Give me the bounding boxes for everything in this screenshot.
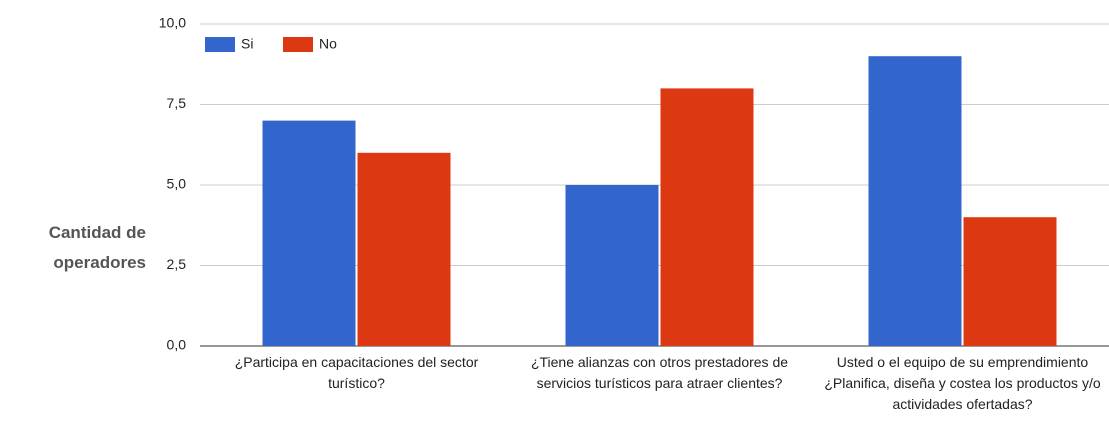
bar <box>868 56 962 346</box>
y-tick-label: 10,0 <box>159 15 186 31</box>
bar <box>565 185 659 346</box>
y-tick-label: 5,0 <box>167 176 187 192</box>
bar <box>660 88 754 347</box>
y-tick-label: 2,5 <box>167 256 187 272</box>
y-axis-label: Cantidad de operadores <box>48 223 146 272</box>
legend-swatch <box>283 37 313 52</box>
legend-swatch <box>205 37 235 52</box>
x-tick-label: ¿Tiene alianzas con otros prestadores de… <box>530 354 789 391</box>
y-tick-label: 7,5 <box>167 95 187 111</box>
y-tick-label: 0,0 <box>167 337 187 353</box>
bar <box>963 217 1057 346</box>
legend-label: No <box>319 36 337 52</box>
x-tick-label: ¿Participa en capacitaciones del sector … <box>234 354 479 391</box>
bar <box>262 120 356 346</box>
bar <box>357 152 451 346</box>
legend-label: Si <box>241 36 253 52</box>
x-tick-label: Usted o el equipo de su emprendimiento ¿… <box>824 354 1101 412</box>
